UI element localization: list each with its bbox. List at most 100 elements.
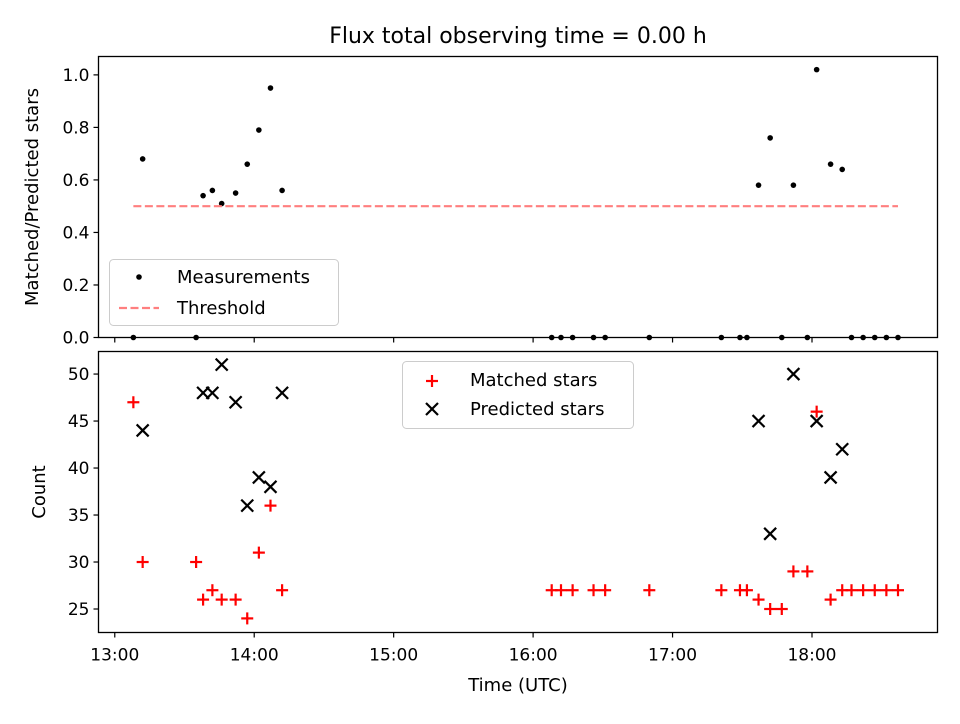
measurement-point <box>232 190 239 196</box>
measurement-point <box>790 182 797 188</box>
y-tick-label: 1.0 <box>62 66 89 86</box>
ratio-legend-frame <box>109 259 339 326</box>
x-tick-label: 14:00 <box>230 646 279 666</box>
legend-measurements-marker <box>136 274 142 280</box>
legend-threshold-label: Threshold <box>176 298 266 319</box>
count-y-ticks: 25 30 35 40 45 50 <box>68 365 99 620</box>
matched-stars-point <box>715 584 728 597</box>
predicted-stars-point <box>275 386 289 400</box>
count-panel: 25 30 35 40 45 50 13:00 14:00 15:00 16:00 17:00 18… <box>29 350 939 696</box>
ratio-x-ticks <box>114 337 813 343</box>
count-legend-frame <box>402 361 634 429</box>
legend-predicted-label: Predicted stars <box>470 399 604 420</box>
count-legend: Matched stars Predicted stars <box>402 361 634 429</box>
predicted-stars-point <box>809 414 824 428</box>
count-panel-frame <box>97 350 939 634</box>
predicted-stars-point <box>240 498 255 513</box>
measurement-point <box>200 192 206 199</box>
matched-stars-point <box>206 584 219 597</box>
measurement-point <box>256 127 262 133</box>
measurement-point <box>267 85 274 91</box>
ratio-panel-frame <box>97 55 939 339</box>
x-tick-label: 15:00 <box>369 646 418 666</box>
matched-stars-point <box>787 565 800 578</box>
measurement-point <box>279 187 285 194</box>
x-tick-label: 18:00 <box>787 646 836 666</box>
measurement-point <box>139 156 146 162</box>
legend-measurements-label: Measurements <box>177 267 310 288</box>
predicted-stars-point <box>263 480 278 494</box>
matched-stars-point <box>868 584 881 597</box>
matched-stars-point <box>276 584 289 597</box>
predicted-stars-point <box>786 367 801 381</box>
y-tick-label: 25 <box>68 600 90 620</box>
predicted-stars-point <box>135 423 150 438</box>
measurement-point <box>813 66 820 73</box>
matched-stars-point <box>264 499 277 512</box>
matched-stars-point <box>824 593 837 606</box>
measurement-point <box>244 161 251 167</box>
y-tick-label: 0.6 <box>62 171 89 191</box>
measurement-point <box>839 166 846 173</box>
x-tick-label: 17:00 <box>648 646 697 666</box>
y-tick-label: 50 <box>68 365 90 385</box>
matched-stars-point <box>891 584 904 597</box>
y-tick-label: 30 <box>68 553 90 573</box>
predicted-stars-point <box>823 470 838 485</box>
matched-stars-point <box>252 546 265 559</box>
matched-stars-point <box>801 565 814 578</box>
matched-stars-point <box>127 396 140 409</box>
ratio-y-axis-label: Matched/Predicted stars <box>22 88 43 306</box>
matched-stars-point <box>566 584 579 597</box>
predicted-stars-point <box>214 357 229 372</box>
matched-stars-point <box>740 584 753 597</box>
x-tick-label: 16:00 <box>509 646 558 666</box>
matched-stars-point <box>643 584 656 597</box>
predicted-stars-series <box>135 357 849 541</box>
legend-predicted-marker <box>425 402 439 416</box>
predicted-stars-point <box>252 470 266 485</box>
predicted-stars-point <box>763 527 777 541</box>
y-tick-label: 0.8 <box>62 118 89 138</box>
predicted-stars-point <box>205 386 220 400</box>
matched-stars-point <box>880 584 893 597</box>
count-y-axis-label: Count <box>29 465 50 518</box>
measurement-point <box>767 135 773 141</box>
y-tick-label: 0.2 <box>62 276 89 296</box>
matched-stars-point <box>599 584 612 597</box>
matched-stars-point <box>241 612 254 625</box>
predicted-stars-point <box>751 414 766 428</box>
matched-stars-point <box>136 556 149 569</box>
matched-stars-point <box>197 593 210 606</box>
matched-stars-point <box>554 584 567 597</box>
count-x-ticks: 13:00 14:00 15:00 16:00 17:00 18:00 <box>90 632 836 666</box>
predicted-stars-point <box>228 395 243 410</box>
y-tick-label: 0.0 <box>62 329 89 349</box>
predicted-stars-point <box>835 442 849 457</box>
ratio-panel: 0.0 0.2 0.4 0.6 0.8 1.0 Matched/Predicted sta… <box>22 55 939 349</box>
measurement-point <box>218 200 225 207</box>
chart-title: Flux total observing time = 0.00 h <box>329 24 707 49</box>
y-tick-label: 45 <box>68 412 90 432</box>
matched-stars-point <box>775 603 788 616</box>
matched-stars-series <box>127 396 904 625</box>
matched-stars-point <box>845 584 858 597</box>
matched-stars-point <box>857 584 870 597</box>
measurement-point <box>755 182 762 188</box>
x-axis-label: Time (UTC) <box>467 675 568 696</box>
matched-stars-point <box>810 405 823 418</box>
matched-stars-point <box>190 556 203 569</box>
x-tick-label: 13:00 <box>90 646 139 666</box>
ratio-legend: Measurements Threshold <box>109 259 339 326</box>
y-tick-label: 0.4 <box>62 223 89 243</box>
matched-stars-point <box>229 593 242 606</box>
legend-matched-label: Matched stars <box>470 370 597 391</box>
ratio-y-ticks: 0.0 0.2 0.4 0.6 0.8 1.0 <box>62 66 99 349</box>
measurement-point <box>209 187 216 194</box>
matched-stars-point <box>752 593 765 606</box>
matched-stars-point <box>215 593 228 606</box>
y-tick-label: 40 <box>68 459 90 479</box>
matched-stars-point <box>764 603 777 616</box>
